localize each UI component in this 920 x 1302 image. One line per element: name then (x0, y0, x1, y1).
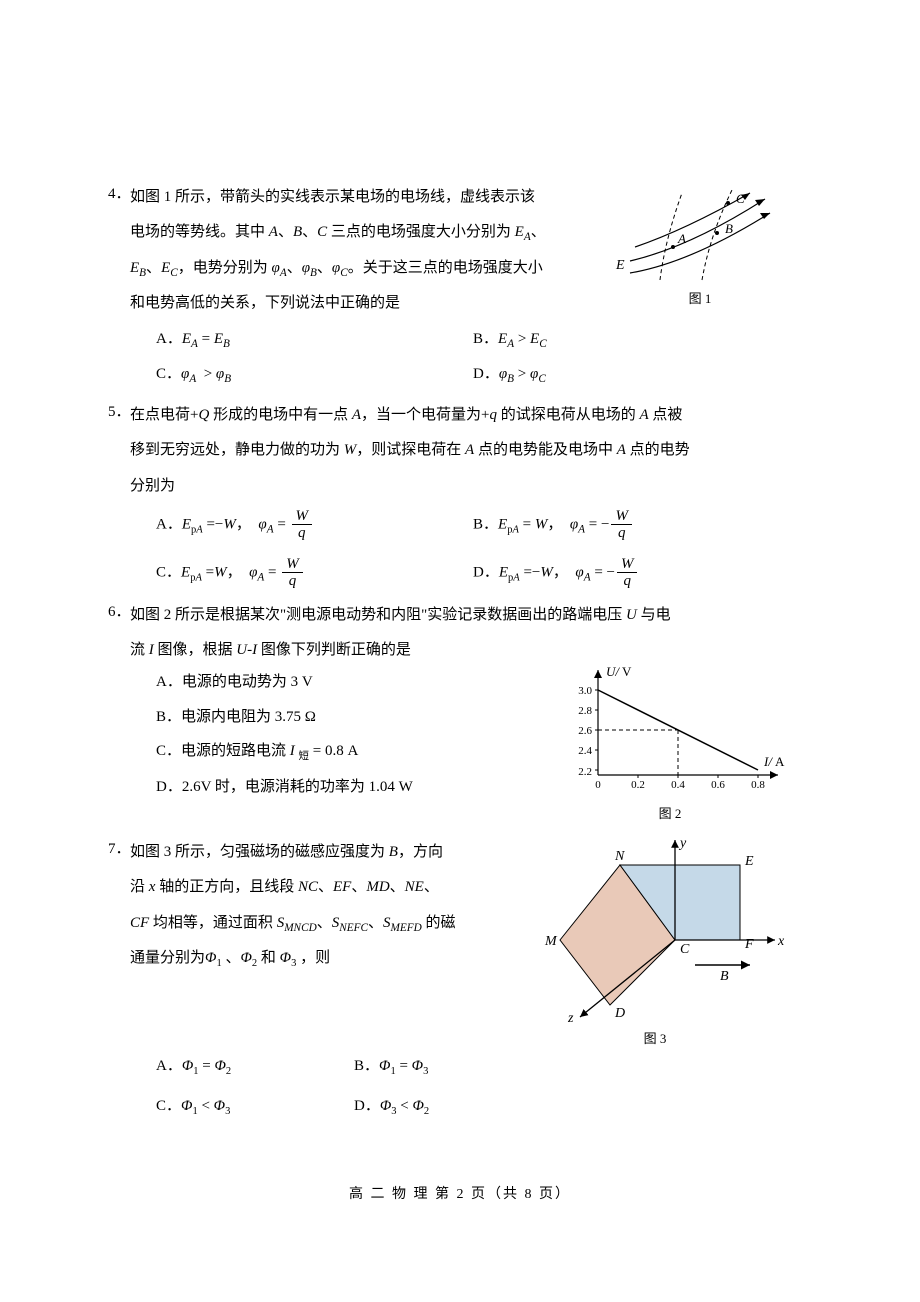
figure-1-caption: 图 1 (610, 287, 790, 312)
q5-opt-C: C．EpA =W， φA = Wq (156, 556, 473, 590)
q6-number: 6． (108, 598, 131, 627)
svg-text:z: z (567, 1011, 574, 1025)
svg-text:B: B (725, 221, 733, 236)
svg-text:B: B (720, 969, 729, 984)
svg-text:A: A (677, 231, 686, 246)
figure-3-svg: N E M C F D x y z B (520, 835, 790, 1025)
svg-text:2.6: 2.6 (578, 725, 592, 737)
q7-options: A．Φ1 = Φ2 B．Φ1 = Φ3 C．Φ1 < Φ3 D．Φ3 < Φ2 (156, 1052, 552, 1122)
q7-opt-B: B．Φ1 = Φ3 (354, 1052, 552, 1082)
svg-text:0.8: 0.8 (751, 779, 765, 791)
svg-text:2.2: 2.2 (578, 766, 592, 778)
q5-line2: 移到无穷远处，静电力做的功为 W，则试探电荷在 A 点的电势能及电场中 A 点的… (130, 433, 790, 468)
q7-opt-A: A．Φ1 = Φ2 (156, 1052, 354, 1082)
svg-text:3.0: 3.0 (578, 685, 592, 697)
q4-opt-A: A．EA = EB (156, 325, 473, 355)
q5-options: A．EpA =−W， φA = Wq B．EpA = W， φA = −Wq C… (156, 508, 790, 590)
page-footer: 高 二 物 理 第 2 页（共 8 页） (130, 1182, 790, 1209)
svg-text:y: y (678, 836, 687, 851)
svg-text:N: N (614, 849, 625, 864)
svg-text:V: V (622, 664, 632, 679)
svg-text:A: A (775, 754, 785, 769)
figure-3-caption: 图 3 (520, 1027, 790, 1052)
svg-text:C: C (736, 191, 745, 206)
svg-text:2.8: 2.8 (578, 705, 592, 717)
svg-text:x: x (777, 934, 785, 949)
svg-text:E: E (615, 258, 625, 273)
svg-text:0.2: 0.2 (631, 779, 645, 791)
q5-opt-B: B．EpA = W， φA = −Wq (473, 508, 790, 542)
q7-number: 7． (108, 835, 131, 864)
q7-opt-D: D．Φ3 < Φ2 (354, 1092, 552, 1122)
svg-text:0.4: 0.4 (671, 779, 685, 791)
figure-2-container: 2.2 2.4 2.6 2.8 3.0 0 0.2 0.4 0.6 0.8 (550, 660, 790, 827)
svg-text:I/: I/ (763, 754, 773, 769)
q5-number: 5． (108, 398, 131, 427)
svg-text:C: C (680, 942, 690, 957)
question-4: E A B C 图 1 4． 如图 1 所示，带箭头的实线表示某电场的电场线，虚… (130, 180, 790, 390)
q7-opt-C: C．Φ1 < Φ3 (156, 1092, 354, 1122)
figure-2-svg: 2.2 2.4 2.6 2.8 3.0 0 0.2 0.4 0.6 0.8 (550, 660, 790, 800)
figure-1-svg: E A B C (610, 185, 790, 285)
svg-text:M: M (544, 934, 558, 949)
question-5: 5． 在点电荷+Q 形成的电场中有一点 A，当一个电荷量为+q 的试探电荷从电场… (130, 398, 790, 590)
q4-options: A．EA = EB B．EA > EC C．φA > φB D．φB > φC (156, 325, 790, 390)
question-6: 6． 如图 2 所示是根据某次"测电源电动势和内阻"实验记录数据画出的路端电压 … (130, 598, 790, 827)
figure-2-caption: 图 2 (550, 802, 790, 827)
svg-text:D: D (614, 1006, 625, 1021)
svg-text:U/: U/ (606, 664, 620, 679)
q6-line1: 如图 2 所示是根据某次"测电源电动势和内阻"实验记录数据画出的路端电压 U 与… (130, 598, 790, 633)
svg-text:2.4: 2.4 (578, 745, 592, 757)
q5-line1: 在点电荷+Q 形成的电场中有一点 A，当一个电荷量为+q 的试探电荷从电场的 A… (130, 398, 790, 433)
q5-opt-D: D．EpA =−W， φA = −Wq (473, 556, 790, 590)
q4-opt-D: D．φB > φC (473, 360, 790, 390)
figure-3-container: N E M C F D x y z B 图 3 (520, 835, 790, 1052)
question-7: N E M C F D x y z B 图 3 7． 如图 3 所示，匀强磁场的… (130, 835, 790, 1122)
figure-1-container: E A B C 图 1 (610, 185, 790, 312)
q4-opt-B: B．EA > EC (473, 325, 790, 355)
svg-text:F: F (744, 937, 754, 952)
svg-text:0.6: 0.6 (711, 779, 725, 791)
svg-text:E: E (744, 854, 754, 869)
q5-line3: 分别为 (130, 469, 790, 504)
q4-number: 4． (108, 180, 131, 209)
svg-text:0: 0 (595, 779, 601, 791)
q5-opt-A: A．EpA =−W， φA = Wq (156, 508, 473, 542)
q4-opt-C: C．φA > φB (156, 360, 473, 390)
